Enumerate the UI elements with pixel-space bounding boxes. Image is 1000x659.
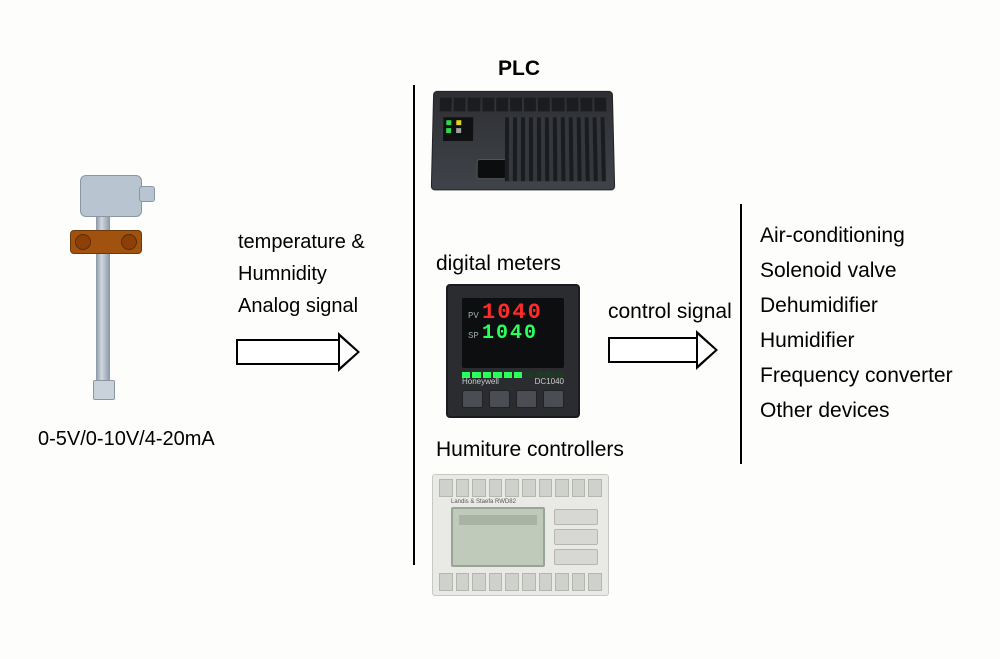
humiture-top-terminals-icon — [439, 479, 602, 497]
plc-icon — [431, 91, 615, 190]
sensor-caption: 0-5V/0-10V/4-20mA — [38, 428, 215, 451]
arrow1-icon — [236, 332, 360, 372]
plc-title: PLC — [498, 57, 540, 81]
divider-left — [413, 85, 415, 565]
output-item-3: Dehumidifier — [760, 294, 953, 317]
humiture-brand: Landis & Staefa RWD82 — [451, 499, 516, 505]
meter-sp-label: SP — [468, 331, 482, 341]
meter-screen-icon: PV 1040 SP 1040 — [462, 298, 564, 368]
humiture-buttons-icon — [554, 509, 598, 565]
arrow1-line3: Analog signal — [238, 290, 365, 322]
arrow1-head — [338, 332, 360, 372]
output-list: Air-conditioning Solenoid valve Dehumidi… — [760, 224, 953, 435]
sensor-tip-icon — [93, 380, 115, 400]
meter-pv-value: 1040 — [482, 302, 543, 324]
humiture-device: Landis & Staefa RWD82 — [432, 474, 609, 596]
plc-port-icon — [477, 159, 507, 179]
meter-icon: PV 1040 SP 1040 Honeywell DC1040 — [446, 284, 580, 418]
arrow1-shaft — [236, 339, 338, 365]
output-item-4: Humidifier — [760, 329, 953, 352]
meter-brand: Honeywell — [462, 377, 499, 386]
meter-buttons-icon — [462, 390, 564, 408]
meter-device: PV 1040 SP 1040 Honeywell DC1040 — [446, 284, 580, 418]
plc-vents-icon — [505, 117, 606, 181]
meter-sp-value: 1040 — [482, 324, 538, 344]
plc-terminals-icon — [440, 98, 607, 112]
humiture-title: Humiture controllers — [436, 438, 624, 462]
arrow2-shaft — [608, 337, 696, 363]
plc-device — [432, 90, 614, 190]
arrow1-line2: Humnidity — [238, 258, 365, 290]
humiture-lcd-icon — [451, 507, 545, 567]
output-item-6: Other devices — [760, 399, 953, 422]
arrow1-line1: temperature & — [238, 226, 365, 258]
arrow2-label: control signal — [608, 300, 732, 324]
humiture-icon: Landis & Staefa RWD82 — [432, 474, 609, 596]
meter-pv-label: PV — [468, 311, 482, 321]
meter-model: DC1040 — [535, 377, 564, 386]
divider-right — [740, 204, 742, 464]
output-item-1: Air-conditioning — [760, 224, 953, 247]
plc-leds-icon — [443, 117, 473, 141]
humiture-bottom-terminals-icon — [439, 573, 602, 591]
arrow2-icon — [608, 330, 718, 370]
output-item-2: Solenoid valve — [760, 259, 953, 282]
sensor-device — [60, 175, 180, 395]
arrow2-head — [696, 330, 718, 370]
arrow1-labels: temperature & Humnidity Analog signal — [238, 226, 365, 322]
meter-title: digital meters — [436, 252, 561, 276]
sensor-flange-icon — [70, 230, 142, 254]
output-item-5: Frequency converter — [760, 364, 953, 387]
sensor-head-icon — [80, 175, 142, 217]
